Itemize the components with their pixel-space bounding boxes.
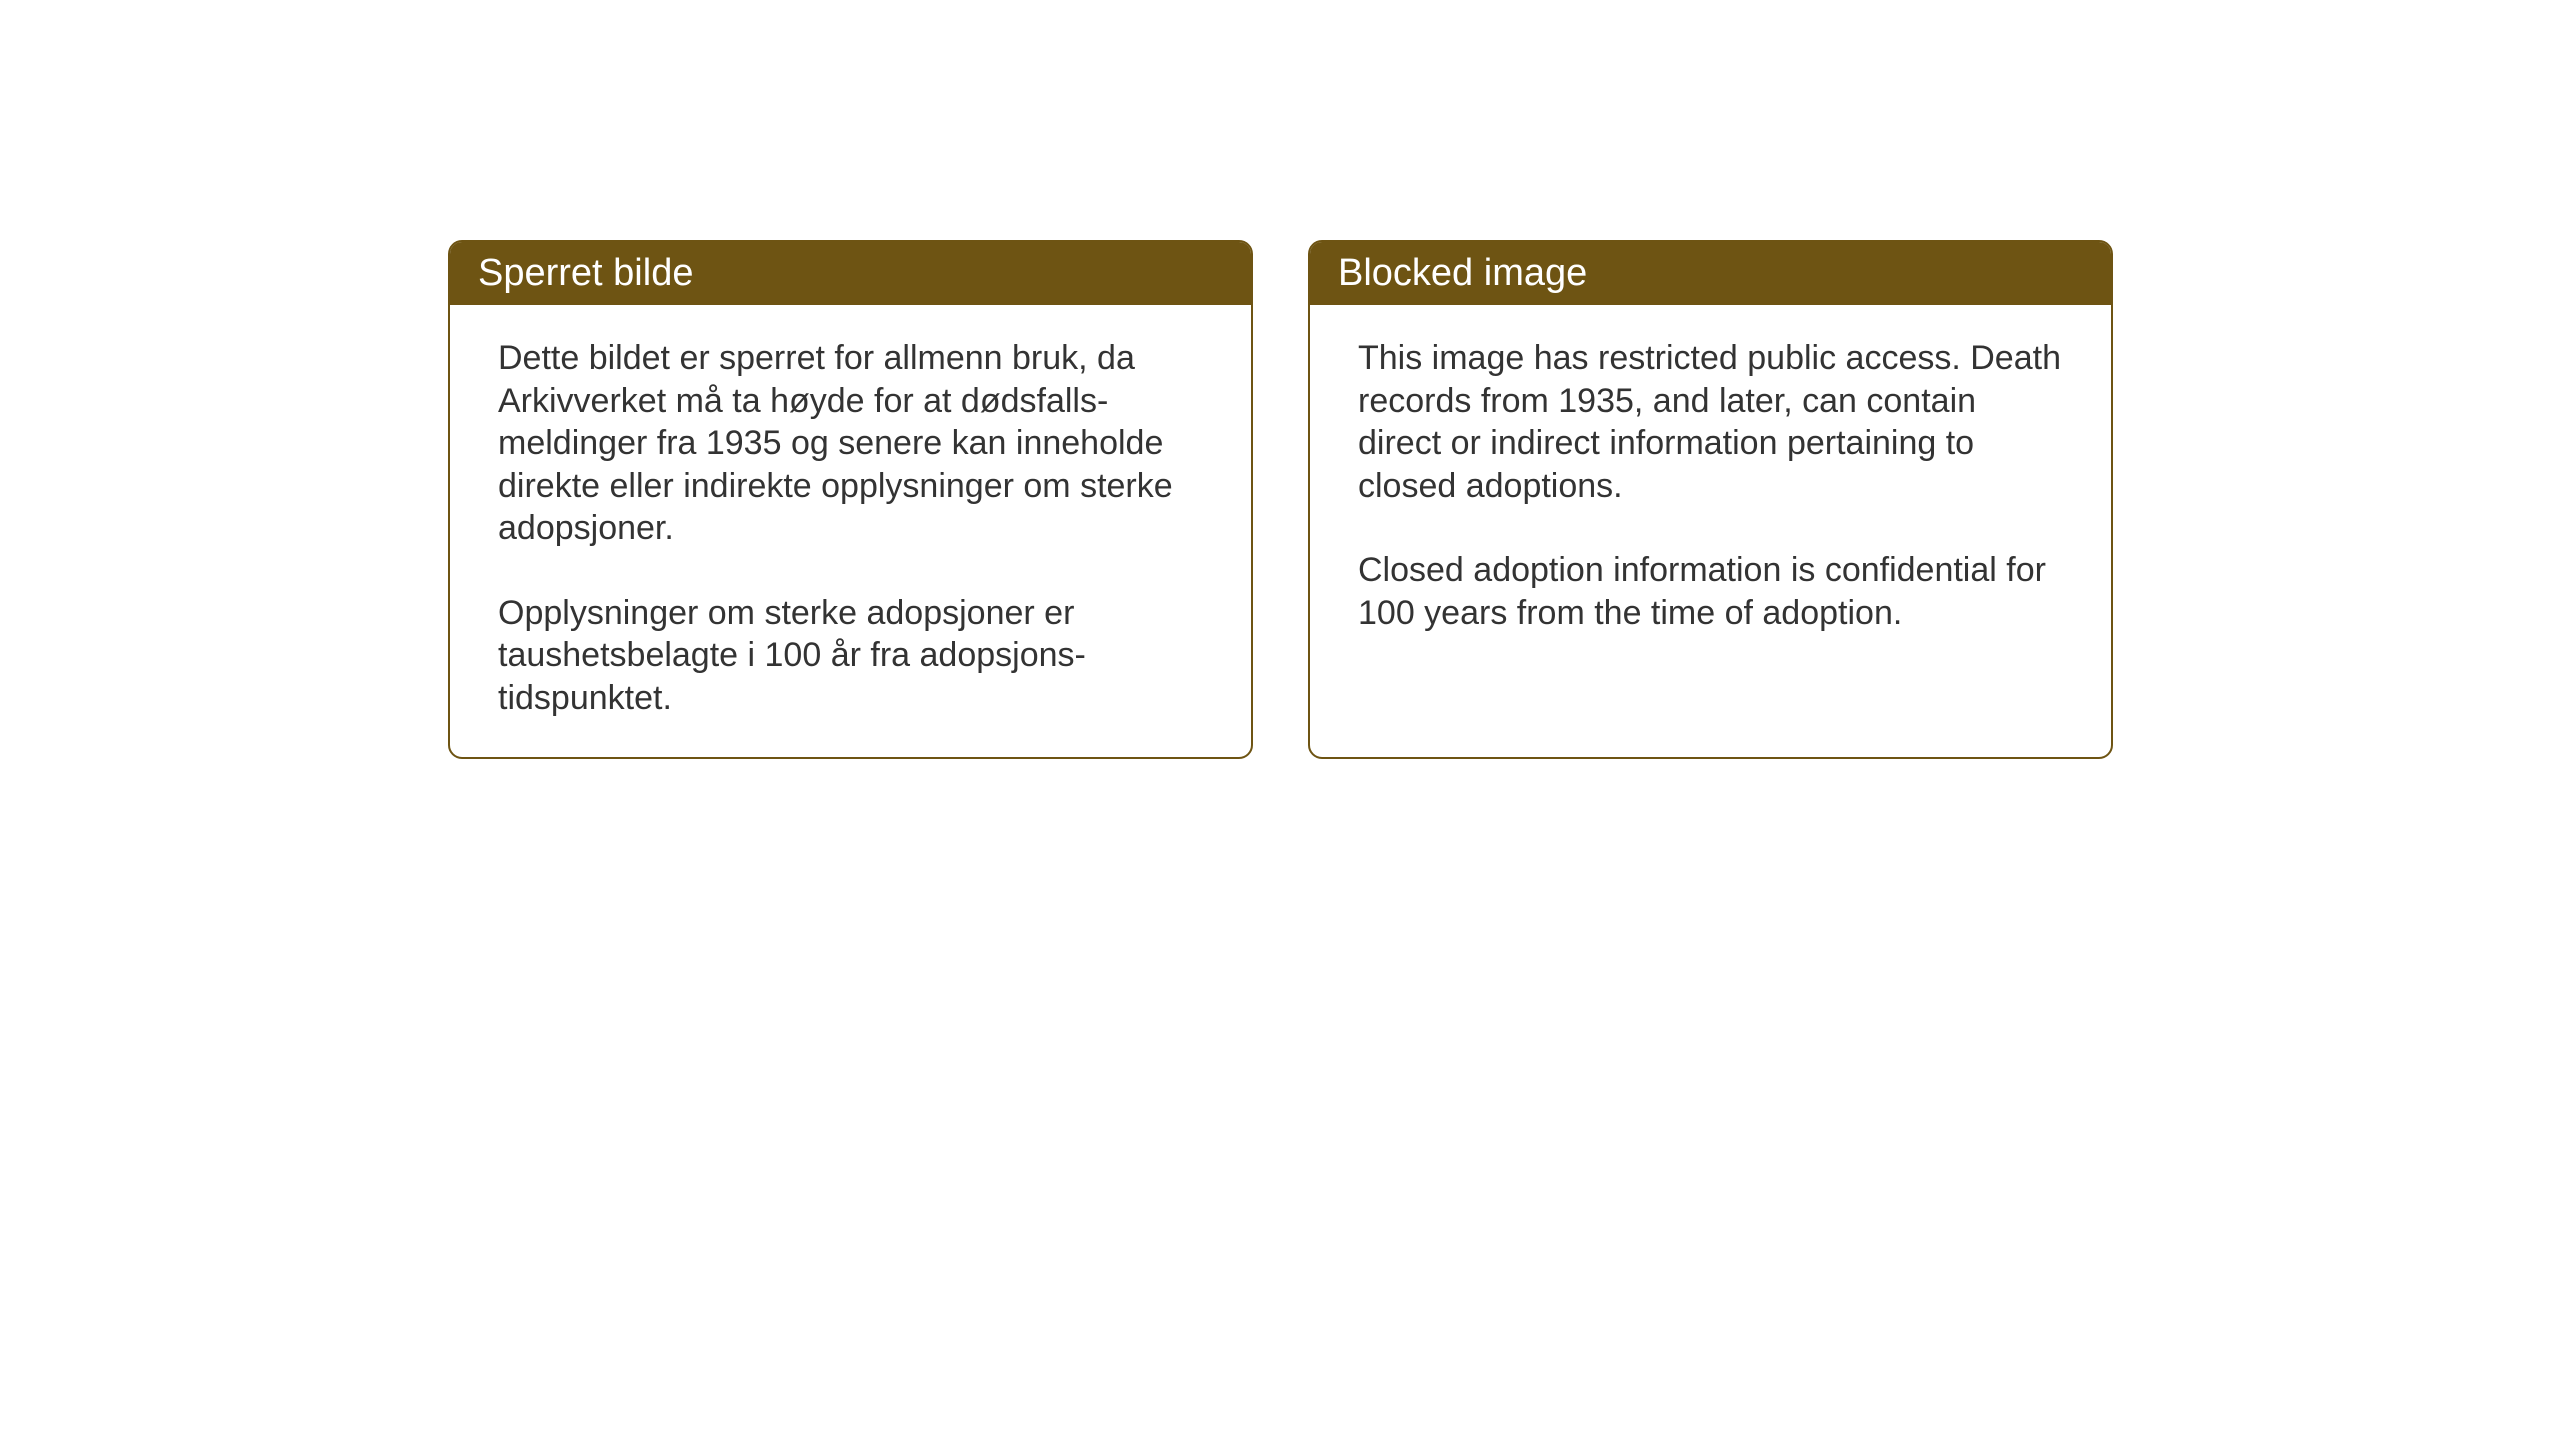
- notice-card-english: Blocked image This image has restricted …: [1308, 240, 2113, 759]
- notice-card-norwegian: Sperret bilde Dette bildet er sperret fo…: [448, 240, 1253, 759]
- notice-header-norwegian: Sperret bilde: [450, 242, 1251, 305]
- notice-paragraph-2-english: Closed adoption information is confident…: [1358, 549, 2063, 634]
- notice-body-english: This image has restricted public access.…: [1310, 305, 2111, 747]
- notice-cards-container: Sperret bilde Dette bildet er sperret fo…: [448, 240, 2113, 759]
- notice-paragraph-2-norwegian: Opplysninger om sterke adopsjoner er tau…: [498, 592, 1203, 720]
- notice-paragraph-1-english: This image has restricted public access.…: [1358, 337, 2063, 507]
- notice-title-norwegian: Sperret bilde: [478, 252, 693, 294]
- notice-title-english: Blocked image: [1338, 252, 1587, 294]
- notice-body-norwegian: Dette bildet er sperret for allmenn bruk…: [450, 305, 1251, 757]
- notice-paragraph-1-norwegian: Dette bildet er sperret for allmenn bruk…: [498, 337, 1203, 550]
- notice-header-english: Blocked image: [1310, 242, 2111, 305]
